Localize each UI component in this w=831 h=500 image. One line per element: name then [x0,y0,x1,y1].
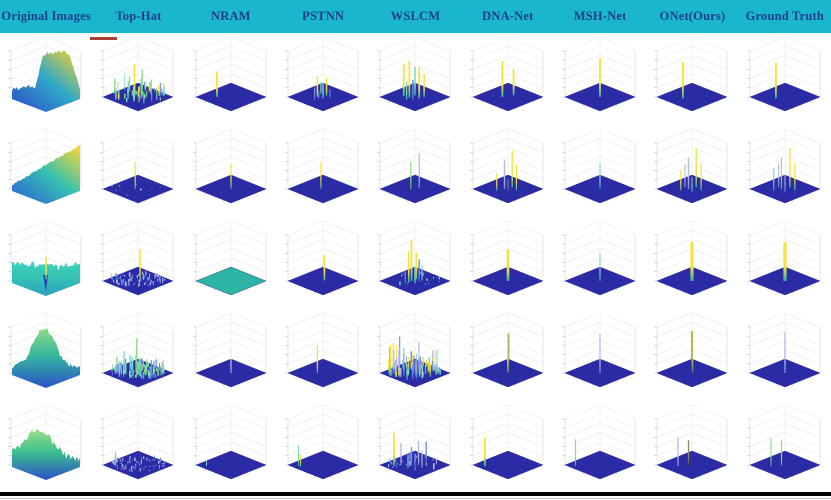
plot-original-images-row2 [0,125,92,217]
bottom-hairline [0,498,831,499]
plot-wslcm-row4 [369,308,461,400]
plot-original-images-row5 [0,400,92,492]
plot-onet-ours-row1 [646,33,738,125]
plot-onet-ours-row2 [646,125,738,217]
plot-ground-truth-row2 [739,125,831,217]
plot-ground-truth-row1 [739,33,831,125]
plot-dna-net-row5 [462,400,554,492]
plot-onet-ours-row5 [646,400,738,492]
column-label-onet-ours: ONet(Ours) [659,9,726,23]
plot-grid [0,33,831,492]
plot-msh-net-row2 [554,125,646,217]
plot-nram-row4 [185,308,277,400]
plot-msh-net-row4 [554,308,646,400]
plot-ground-truth-row4 [739,308,831,400]
plot-onet-ours-row4 [646,308,738,400]
plot-top-hat-row3 [92,217,184,309]
plot-original-images-row4 [0,308,92,400]
plot-nram-row3 [185,217,277,309]
plot-top-hat-row5 [92,400,184,492]
column-label-pstnn: PSTNN [302,9,345,23]
plot-nram-row2 [185,125,277,217]
plot-original-images-row3 [0,217,92,309]
column-label-nram: NRAM [210,9,251,23]
plot-msh-net-row1 [554,33,646,125]
plot-pstnn-row1 [277,33,369,125]
plot-wslcm-row1 [369,33,461,125]
plot-wslcm-row5 [369,400,461,492]
plot-msh-net-row3 [554,217,646,309]
plot-onet-ours-row3 [646,217,738,309]
red-mark [90,37,117,40]
column-label-top-hat: Top-Hat [115,9,162,23]
plot-pstnn-row3 [277,217,369,309]
plot-wslcm-row2 [369,125,461,217]
column-header-bar: Original Images Top-Hat NRAM PSTNN WSLCM DNA-… [0,0,831,33]
plot-top-hat-row4 [92,308,184,400]
bottom-border [0,492,831,496]
plot-pstnn-row2 [277,125,369,217]
column-label-msh-net: MSH-Net [573,9,627,23]
column-label-ground-truth: Ground Truth [745,9,825,23]
plot-dna-net-row1 [462,33,554,125]
plot-top-hat-row2 [92,125,184,217]
plot-msh-net-row5 [554,400,646,492]
column-label-original-images: Original Images [1,9,91,23]
plot-dna-net-row4 [462,308,554,400]
plot-wslcm-row3 [369,217,461,309]
plot-pstnn-row5 [277,400,369,492]
plot-original-images-row1 [0,33,92,125]
plot-nram-row5 [185,400,277,492]
column-label-wslcm: WSLCM [390,9,441,23]
plot-nram-row1 [185,33,277,125]
plot-ground-truth-row3 [739,217,831,309]
plot-pstnn-row4 [277,308,369,400]
plot-dna-net-row2 [462,125,554,217]
plot-dna-net-row3 [462,217,554,309]
column-label-dna-net: DNA-Net [482,9,534,23]
plot-ground-truth-row5 [739,400,831,492]
plot-top-hat-row1 [92,33,184,125]
